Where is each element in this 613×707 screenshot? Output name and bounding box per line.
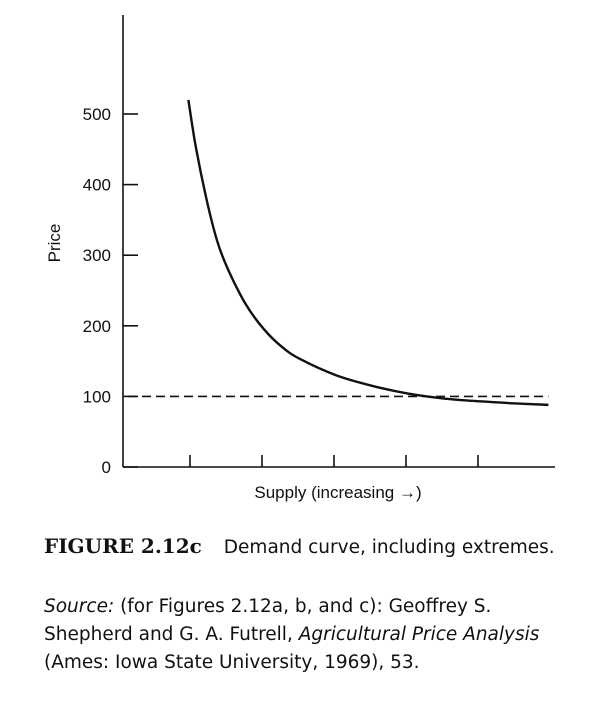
y-axis-ticks: 0 100 200 300 400 500 [83,105,138,477]
source-text-2: (Ames: Iowa State University, 1969), 53. [44,652,420,673]
y-tick-label-400: 400 [83,176,111,195]
y-axis-title: Price [45,224,64,263]
source-note: Source: (for Figures 2.12a, b, and c): G… [44,593,584,677]
y-tick-label-0: 0 [102,458,111,477]
source-text-1: (for Figures 2.12a, b, and c): Geoffrey … [44,596,492,645]
y-tick-label-500: 500 [83,105,111,124]
chart-axes [122,15,555,468]
x-axis-ticks [189,455,479,467]
y-tick-label-300: 300 [83,246,111,265]
demand-chart: 0 100 200 300 400 500 Price Supply (increasin… [45,15,555,502]
demand-curve [187,99,549,407]
figure-text: Demand curve, including extremes. [223,537,555,558]
source-title: Agricultural Price Analysis [298,624,540,645]
y-tick-label-200: 200 [83,317,111,336]
x-axis-title: Supply (increasing →) [254,483,421,502]
y-tick-label-100: 100 [83,387,111,406]
figure-label: FIGURE 2.12c [44,534,202,558]
chart-series [128,99,549,407]
source-label: Source: [44,596,115,617]
figure-caption: FIGURE 2.12c Demand curve, including extr… [44,532,584,562]
